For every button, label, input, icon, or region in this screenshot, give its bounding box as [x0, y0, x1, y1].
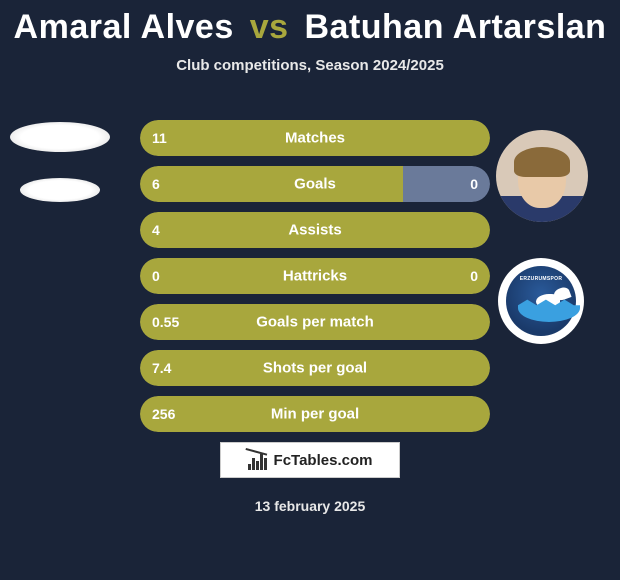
stat-row: 6 0 Goals [140, 166, 490, 202]
title-vs: vs [250, 8, 289, 46]
stat-label: Matches [285, 130, 345, 147]
player1-avatar-placeholder [10, 122, 110, 152]
stat-value-left: 4 [152, 222, 160, 238]
stat-value-left: 7.4 [152, 360, 171, 376]
stat-label: Hattricks [283, 268, 347, 285]
stat-value-right: 0 [470, 176, 478, 192]
stat-value-left: 0 [152, 268, 160, 284]
stats-list: 11 Matches 6 0 Goals 4 Assists 0 0 Hattricks 0.55 G… [140, 120, 490, 442]
stat-row: 11 Matches [140, 120, 490, 156]
stat-value-left: 0.55 [152, 314, 179, 330]
stat-label: Assists [288, 222, 341, 239]
stat-row: 4 Assists [140, 212, 490, 248]
stat-row: 7.4 Shots per goal [140, 350, 490, 386]
bars-icon [248, 450, 268, 470]
badge-inner: ERZURUMSPOR [506, 266, 576, 336]
badge-text: ERZURUMSPOR [520, 276, 562, 282]
page-title: Amaral Alves vs Batuhan Artarslan [0, 8, 620, 47]
stat-value-left: 11 [152, 130, 167, 146]
stat-label: Shots per goal [263, 360, 367, 377]
stat-row: 0 0 Hattricks [140, 258, 490, 294]
stat-label: Goals [294, 176, 336, 193]
footer-date: 13 february 2025 [255, 498, 366, 514]
stat-value-left: 6 [152, 176, 160, 192]
player2-avatar [496, 130, 588, 222]
title-player2: Batuhan Artarslan [304, 8, 606, 46]
stat-row: 0.55 Goals per match [140, 304, 490, 340]
avatar-hair [514, 147, 570, 177]
bar-left [140, 166, 403, 202]
comparison-card: Amaral Alves vs Batuhan Artarslan Club c… [0, 0, 620, 580]
stat-value-left: 256 [152, 406, 175, 422]
player2-club-badge: ERZURUMSPOR [498, 258, 584, 344]
stat-value-right: 0 [470, 268, 478, 284]
stat-row: 256 Min per goal [140, 396, 490, 432]
brand-logo: FcTables.com [220, 442, 400, 478]
subtitle: Club competitions, Season 2024/2025 [0, 57, 620, 74]
player1-club-placeholder [20, 178, 100, 202]
stat-label: Goals per match [256, 314, 374, 331]
brand-text: FcTables.com [274, 452, 373, 469]
title-player1: Amaral Alves [14, 8, 234, 46]
stat-label: Min per goal [271, 406, 359, 423]
